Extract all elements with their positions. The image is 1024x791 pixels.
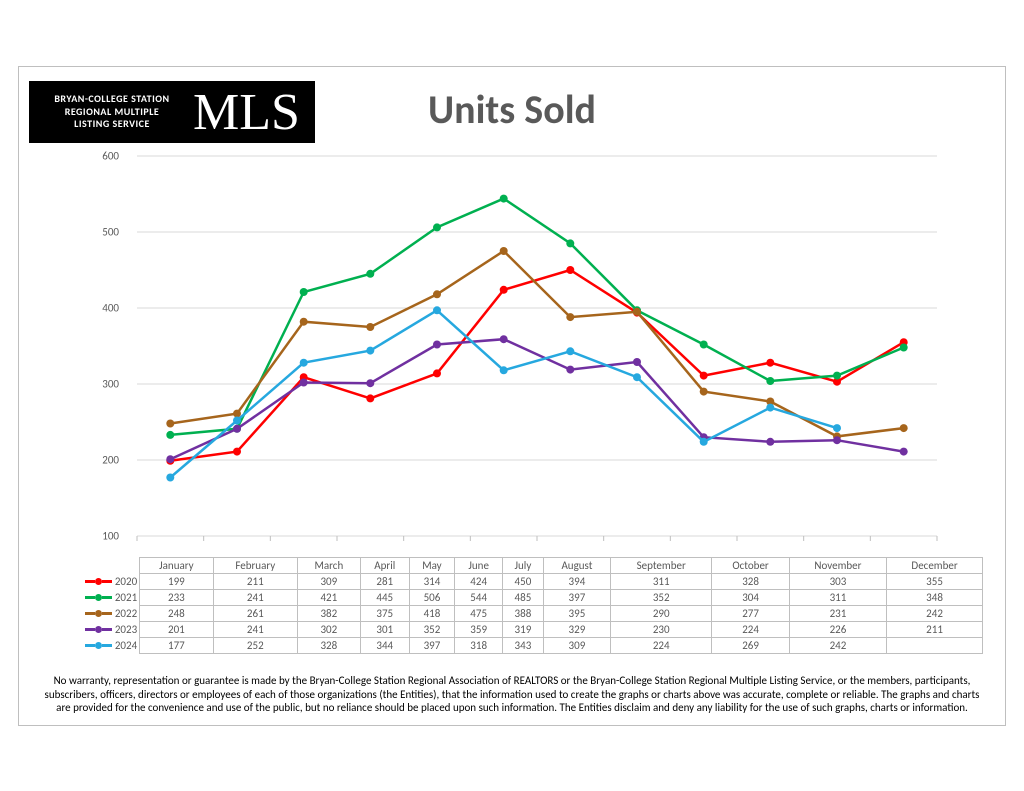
table-cell: 290 (611, 606, 712, 622)
table-cell: 201 (140, 622, 214, 638)
table-cell: 318 (455, 638, 503, 654)
chart-svg (127, 151, 947, 551)
table-row: 2024 177252328344397318343309224269242 (83, 638, 983, 654)
table-row: 2020 19921130928131442445039431132830335… (83, 574, 983, 590)
table-cell: 231 (789, 606, 886, 622)
table-cell: 242 (887, 606, 983, 622)
table-cell: 388 (503, 606, 544, 622)
table-cell: 211 (887, 622, 983, 638)
table-column-header: January (140, 558, 214, 574)
table-cell: 450 (503, 574, 544, 590)
table-cell: 421 (297, 590, 360, 606)
line-chart: 100200300400500600 (127, 151, 947, 551)
table-column-header: November (789, 558, 886, 574)
table-cell: 177 (140, 638, 214, 654)
legend-header-blank (83, 558, 140, 574)
table-cell: 382 (297, 606, 360, 622)
y-axis-tick-label: 600 (89, 150, 119, 163)
table-cell: 199 (140, 574, 214, 590)
table-cell: 375 (360, 606, 409, 622)
table-cell: 343 (503, 638, 544, 654)
table-column-header: May (409, 558, 455, 574)
table-column-header: March (297, 558, 360, 574)
table-cell: 418 (409, 606, 455, 622)
table-cell: 248 (140, 606, 214, 622)
legend-cell: 2024 (83, 638, 140, 654)
table-cell: 233 (140, 590, 214, 606)
table-cell: 445 (360, 590, 409, 606)
table-cell: 309 (543, 638, 610, 654)
data-table: JanuaryFebruaryMarchAprilMayJuneJulyAugu… (83, 557, 983, 654)
table-cell: 397 (409, 638, 455, 654)
chart-frame: BRYAN-COLLEGE STATION REGIONAL MULTIPLE … (18, 66, 1006, 726)
y-axis-tick-label: 200 (89, 454, 119, 467)
y-axis-tick-label: 500 (89, 226, 119, 239)
table-cell: 304 (712, 590, 789, 606)
legend-cell: 2023 (83, 622, 140, 638)
legend-cell: 2021 (83, 590, 140, 606)
table-cell: 394 (543, 574, 610, 590)
chart-title: Units Sold (19, 85, 1005, 134)
table-cell: 311 (789, 590, 886, 606)
table-column-header: December (887, 558, 983, 574)
table-column-header: October (712, 558, 789, 574)
table-column-header: July (503, 558, 544, 574)
table-cell: 424 (455, 574, 503, 590)
table-cell (887, 638, 983, 654)
table-column-header: June (455, 558, 503, 574)
table-cell: 506 (409, 590, 455, 606)
table-row: 2022 24826138237541847538839529027723124… (83, 606, 983, 622)
table-cell: 261 (213, 606, 297, 622)
table-cell: 475 (455, 606, 503, 622)
table-cell: 301 (360, 622, 409, 638)
legend-cell: 2020 (83, 574, 140, 590)
table-row: 2023 20124130230135235931932923022422621… (83, 622, 983, 638)
table-cell: 226 (789, 622, 886, 638)
table-row: 2021 23324142144550654448539735230431134… (83, 590, 983, 606)
table-cell: 328 (297, 638, 360, 654)
table-cell: 211 (213, 574, 297, 590)
disclaimer-text: No warranty, representation or guarantee… (39, 674, 985, 715)
table-cell: 397 (543, 590, 610, 606)
table-cell: 544 (455, 590, 503, 606)
table-cell: 252 (213, 638, 297, 654)
table-cell: 328 (712, 574, 789, 590)
table-cell: 348 (887, 590, 983, 606)
y-axis-tick-label: 300 (89, 378, 119, 391)
legend-cell: 2022 (83, 606, 140, 622)
table-cell: 352 (409, 622, 455, 638)
table-cell: 269 (712, 638, 789, 654)
y-axis-tick-label: 400 (89, 302, 119, 315)
data-table-wrap: JanuaryFebruaryMarchAprilMayJuneJulyAugu… (83, 557, 983, 654)
table-cell: 224 (712, 622, 789, 638)
table-cell: 485 (503, 590, 544, 606)
table-cell: 241 (213, 590, 297, 606)
table-cell: 281 (360, 574, 409, 590)
table-cell: 303 (789, 574, 886, 590)
table-cell: 319 (503, 622, 544, 638)
table-column-header: September (611, 558, 712, 574)
table-column-header: April (360, 558, 409, 574)
table-cell: 242 (789, 638, 886, 654)
table-cell: 224 (611, 638, 712, 654)
table-cell: 277 (712, 606, 789, 622)
table-cell: 344 (360, 638, 409, 654)
table-cell: 359 (455, 622, 503, 638)
table-column-header: August (543, 558, 610, 574)
table-cell: 355 (887, 574, 983, 590)
table-cell: 311 (611, 574, 712, 590)
table-cell: 302 (297, 622, 360, 638)
table-cell: 309 (297, 574, 360, 590)
table-cell: 230 (611, 622, 712, 638)
table-cell: 241 (213, 622, 297, 638)
table-cell: 352 (611, 590, 712, 606)
table-column-header: February (213, 558, 297, 574)
table-cell: 314 (409, 574, 455, 590)
table-cell: 395 (543, 606, 610, 622)
y-axis-tick-label: 100 (89, 530, 119, 543)
table-cell: 329 (543, 622, 610, 638)
